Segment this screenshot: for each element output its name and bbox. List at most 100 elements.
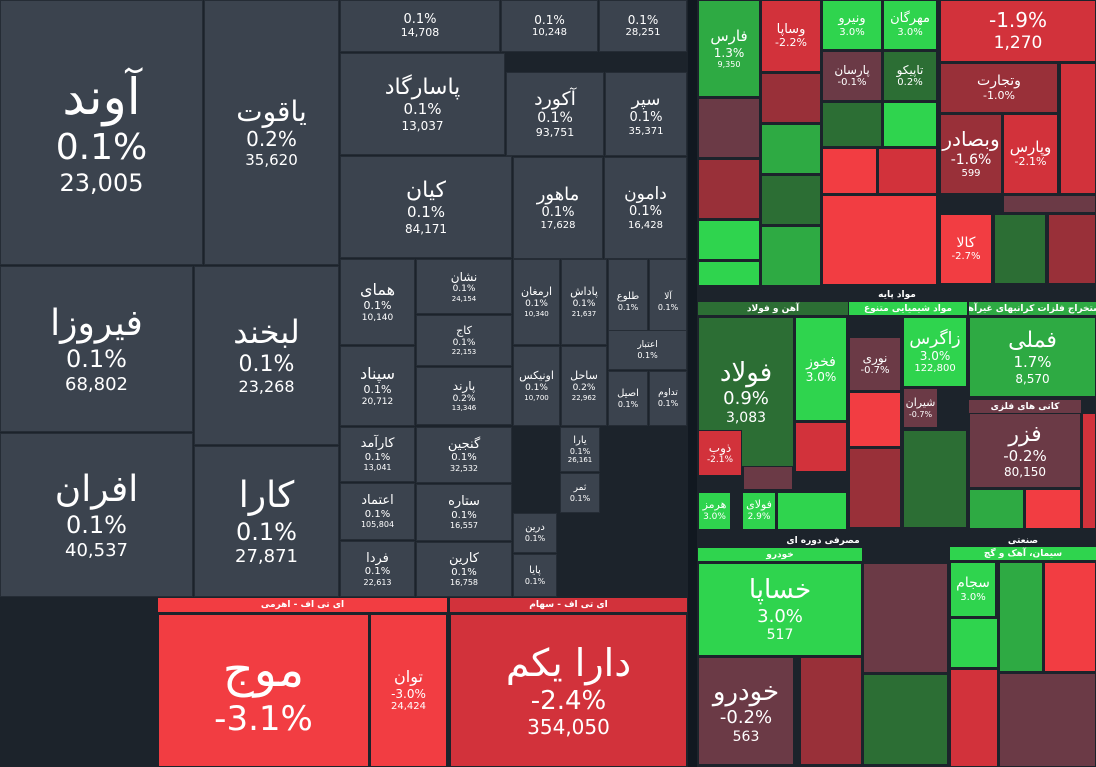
treemap-cell[interactable]: [863, 563, 948, 673]
treemap-cell[interactable]: [761, 226, 821, 286]
tile-60[interactable]: فزر -0.2% 80,150: [969, 413, 1081, 488]
tile-name: وبصادر: [942, 127, 1000, 152]
tile-49[interactable]: تاپیکو 0.2%: [883, 51, 937, 101]
tile-12[interactable]: فیروزا 0.1% 68,802: [0, 266, 193, 432]
tile-37[interactable]: کارین 0.1% 16,758: [416, 542, 512, 597]
tile-26[interactable]: اصیل 0.1%: [608, 371, 648, 426]
tile-43[interactable]: -1.9% 1,270: [940, 0, 1096, 62]
tile-17[interactable]: پاداش 0.1% 21,637: [561, 259, 607, 345]
treemap-cell[interactable]: [999, 673, 1096, 767]
tile-30[interactable]: کارآمد 0.1% 13,041: [340, 427, 415, 482]
treemap-cell[interactable]: [903, 430, 967, 528]
treemap-cell[interactable]: [1025, 489, 1081, 529]
tile-44[interactable]: فارس 1.3% 9,350: [698, 0, 760, 97]
tile-32[interactable]: یارا 0.1% 26,161: [560, 427, 600, 472]
tile-33[interactable]: اعتماد 0.1% 105,804: [340, 483, 415, 540]
treemap-cell[interactable]: [1060, 63, 1096, 194]
tile-48[interactable]: پارسان -0.1%: [822, 51, 882, 101]
tile-56[interactable]: زاگرس 3.0% 122,800: [903, 317, 967, 387]
tile-57[interactable]: نوری -0.7%: [849, 337, 901, 391]
tile-58[interactable]: شیران -0.7%: [903, 388, 938, 428]
tile-46[interactable]: ونیرو 3.0%: [822, 0, 882, 50]
tile-value: 10,140: [361, 312, 394, 323]
tile-34[interactable]: ستاره 0.1% 16,557: [416, 484, 512, 541]
tile-54[interactable]: فولاد 0.9% 3,083: [698, 317, 794, 467]
tile-38[interactable]: درین 0.1%: [513, 513, 557, 553]
tile-45[interactable]: وساپا -2.2%: [761, 0, 821, 72]
tile-7[interactable]: آکورد 0.1% 93,751: [506, 72, 604, 156]
tile-9[interactable]: کیان 0.1% 84,171: [340, 156, 512, 258]
treemap-cell[interactable]: [969, 489, 1024, 529]
treemap-cell[interactable]: [698, 159, 760, 219]
treemap-cell[interactable]: [761, 124, 821, 174]
tile-65[interactable]: خودرو -0.2% 563: [698, 657, 794, 765]
treemap-cell[interactable]: [863, 674, 948, 765]
tile-51[interactable]: وبصادر -1.6% 599: [940, 114, 1002, 194]
tile-22[interactable]: سپناد 0.1% 20,712: [340, 346, 415, 426]
tile-value: 16,428: [628, 219, 663, 231]
tile-63[interactable]: فولای 2.9%: [742, 492, 776, 530]
tile-5[interactable]: 0.1% 28,251: [599, 0, 687, 52]
treemap-cell[interactable]: [822, 102, 882, 147]
treemap-cell[interactable]: [822, 148, 877, 194]
treemap-cell[interactable]: [999, 562, 1043, 672]
tile-41[interactable]: توان -3.0% 24,424: [370, 614, 447, 767]
tile-25[interactable]: ساحل 0.2% 22,962: [561, 346, 607, 426]
treemap-cell[interactable]: [950, 618, 998, 668]
tile-14[interactable]: همای 0.1% 10,140: [340, 259, 415, 345]
tile-62[interactable]: هرمز 3.0%: [698, 492, 731, 530]
tile-2[interactable]: یاقوت 0.2% 35,620: [204, 0, 339, 265]
treemap-cell[interactable]: [761, 175, 821, 225]
treemap-cell[interactable]: [950, 669, 998, 767]
treemap-cell[interactable]: [698, 220, 760, 260]
tile-15[interactable]: نشان 0.1% 24,154: [416, 259, 512, 314]
tile-8[interactable]: سپر 0.1% 35,371: [605, 72, 687, 156]
tile-13[interactable]: لبخند 0.1% 23,268: [194, 266, 339, 445]
treemap-cell[interactable]: [849, 392, 901, 447]
tile-53[interactable]: کالا -2.7%: [940, 214, 992, 284]
tile-10[interactable]: ماهور 0.1% 17,628: [513, 157, 603, 259]
treemap-cell[interactable]: [795, 422, 847, 472]
treemap-cell[interactable]: [800, 657, 862, 765]
tile-11[interactable]: دامون 0.1% 16,428: [604, 157, 687, 259]
tile-39[interactable]: پایا 0.1%: [513, 554, 557, 597]
tile-6[interactable]: پاسارگاد 0.1% 13,037: [340, 53, 505, 155]
treemap-cell[interactable]: [761, 73, 821, 123]
tile-40[interactable]: موج -3.1%: [158, 614, 369, 767]
treemap-cell[interactable]: [1044, 562, 1096, 672]
tile-66[interactable]: سجام 3.0%: [950, 562, 996, 617]
treemap-cell[interactable]: [878, 148, 937, 194]
tile-59[interactable]: فملی 1.7% 8,570: [969, 317, 1096, 397]
treemap-cell[interactable]: [883, 102, 937, 147]
tile-21[interactable]: اعتبار 0.1%: [608, 330, 687, 370]
tile-61[interactable]: ذوب -2.1%: [698, 430, 742, 476]
tile-20[interactable]: کاج 0.1% 22,153: [416, 315, 512, 366]
tile-35[interactable]: ثمر 0.1%: [560, 473, 600, 513]
tile-1[interactable]: آوند 0.1% 23,005: [0, 0, 203, 265]
treemap-cell[interactable]: [698, 261, 760, 286]
tile-50[interactable]: وتجارت -1.0%: [940, 63, 1058, 113]
tile-36[interactable]: فردا 0.1% 22,613: [340, 541, 415, 597]
tile-3[interactable]: 0.1% 14,708: [340, 0, 500, 52]
treemap-cell[interactable]: [698, 98, 760, 158]
tile-47[interactable]: مهرگان 3.0%: [883, 0, 937, 50]
tile-24[interactable]: اونیکس 0.1% 10,700: [513, 346, 560, 426]
tile-52[interactable]: وپارس -2.1%: [1003, 114, 1058, 194]
treemap-cell[interactable]: [822, 195, 937, 285]
treemap-cell[interactable]: [1082, 413, 1096, 529]
tile-4[interactable]: 0.1% 10,248: [501, 0, 598, 52]
tile-27[interactable]: تداوم 0.1%: [649, 371, 687, 426]
treemap-cell[interactable]: [1003, 195, 1096, 213]
tile-31[interactable]: گنجین 0.1% 32,532: [416, 427, 512, 483]
tile-55[interactable]: فخوز 3.0%: [795, 317, 847, 421]
treemap-cell[interactable]: [849, 448, 901, 528]
tile-42[interactable]: دارا یکم -2.4% 354,050: [450, 614, 687, 767]
treemap-cell[interactable]: [994, 214, 1046, 284]
tile-29[interactable]: کارا 0.1% 27,871: [194, 446, 339, 597]
tile-28[interactable]: افران 0.1% 40,537: [0, 433, 193, 597]
tile-64[interactable]: خساپا 3.0% 517: [698, 563, 862, 656]
treemap-cell[interactable]: [777, 492, 847, 530]
tile-23[interactable]: پارند 0.2% 13,346: [416, 367, 512, 425]
treemap-cell[interactable]: [1048, 214, 1096, 284]
tile-16[interactable]: ارمغان 0.1% 10,340: [513, 259, 560, 345]
